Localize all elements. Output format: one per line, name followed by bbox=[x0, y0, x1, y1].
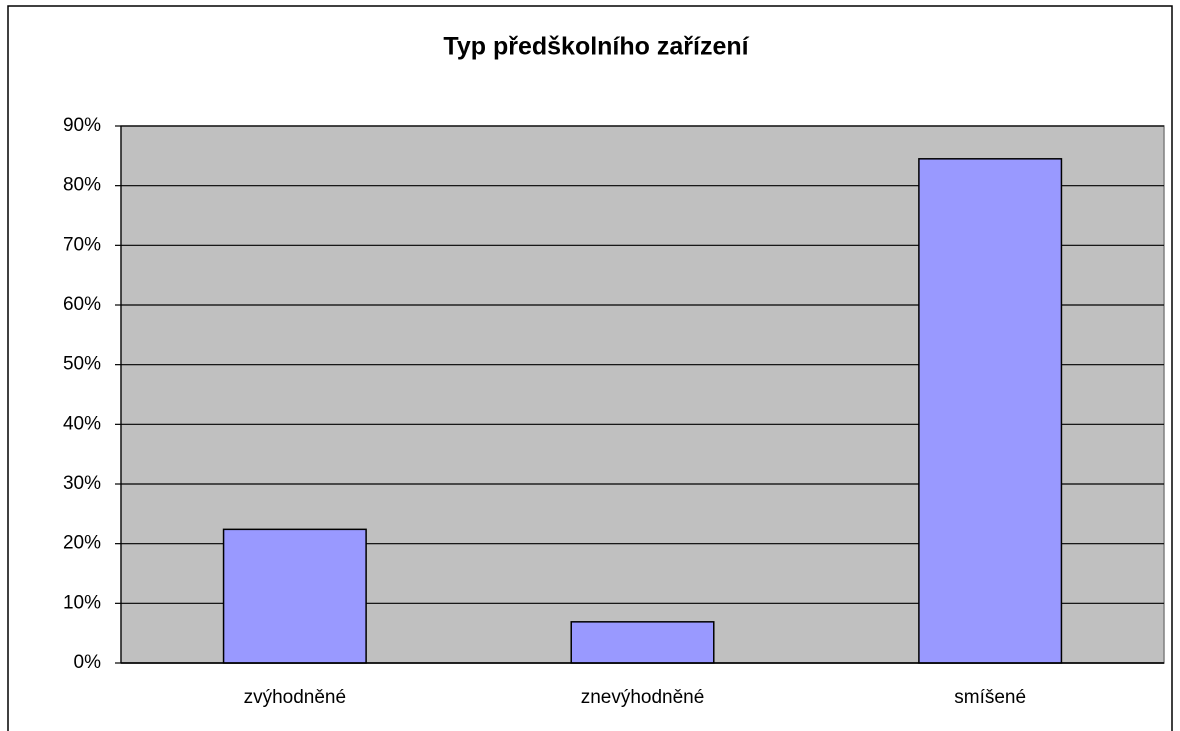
bar bbox=[570, 621, 715, 664]
x-tick-label: znevýhodněné bbox=[581, 687, 705, 708]
y-tick-label: 80% bbox=[63, 175, 101, 196]
y-tick-label: 50% bbox=[63, 354, 101, 375]
bar bbox=[222, 528, 367, 664]
x-tick-label: zvýhodněné bbox=[244, 687, 346, 708]
y-tick-label: 10% bbox=[63, 592, 101, 613]
bar bbox=[918, 158, 1063, 664]
y-tick-label: 70% bbox=[63, 234, 101, 255]
y-tick-label: 30% bbox=[63, 473, 101, 494]
y-tick-label: 90% bbox=[63, 115, 101, 136]
chart-title: Typ předškolního zařízení bbox=[443, 33, 749, 61]
y-tick-label: 40% bbox=[63, 413, 101, 434]
y-tick-label: 20% bbox=[63, 533, 101, 554]
y-tick-label: 60% bbox=[63, 294, 101, 315]
x-tick-label: smíšené bbox=[954, 687, 1026, 708]
y-tick-label: 0% bbox=[74, 652, 102, 673]
